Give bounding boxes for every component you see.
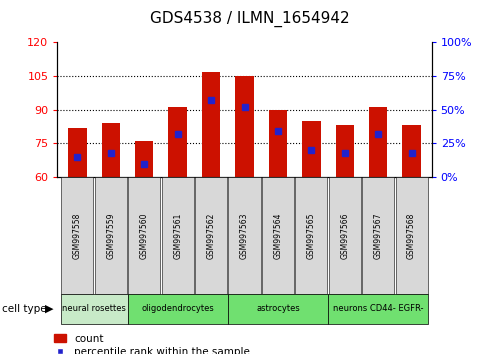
Text: cell type: cell type <box>2 304 47 314</box>
Bar <box>335 125 354 177</box>
Bar <box>202 72 220 177</box>
Text: GSM997563: GSM997563 <box>240 212 249 259</box>
Bar <box>402 125 421 177</box>
Bar <box>302 121 320 177</box>
Text: GSM997565: GSM997565 <box>307 212 316 259</box>
Bar <box>102 123 120 177</box>
Text: GSM997564: GSM997564 <box>273 212 282 259</box>
Text: ▶: ▶ <box>45 304 54 314</box>
Text: astrocytes: astrocytes <box>256 304 300 313</box>
Bar <box>68 128 87 177</box>
Bar <box>236 76 253 177</box>
Text: GSM997567: GSM997567 <box>374 212 383 259</box>
Bar <box>169 108 187 177</box>
Text: GSM997559: GSM997559 <box>106 212 115 259</box>
Text: neurons CD44- EGFR-: neurons CD44- EGFR- <box>333 304 424 313</box>
Bar <box>369 108 387 177</box>
Text: oligodendrocytes: oligodendrocytes <box>141 304 214 313</box>
Text: GSM997562: GSM997562 <box>207 212 216 259</box>
Bar <box>269 110 287 177</box>
Legend: count, percentile rank within the sample: count, percentile rank within the sample <box>52 333 251 354</box>
Text: GDS4538 / ILMN_1654942: GDS4538 / ILMN_1654942 <box>150 11 349 27</box>
Text: GSM997558: GSM997558 <box>73 212 82 259</box>
Text: GSM997566: GSM997566 <box>340 212 349 259</box>
Text: GSM997561: GSM997561 <box>173 212 182 259</box>
Bar <box>135 141 154 177</box>
Text: GSM997560: GSM997560 <box>140 212 149 259</box>
Text: GSM997568: GSM997568 <box>407 212 416 259</box>
Text: neural rosettes: neural rosettes <box>62 304 126 313</box>
